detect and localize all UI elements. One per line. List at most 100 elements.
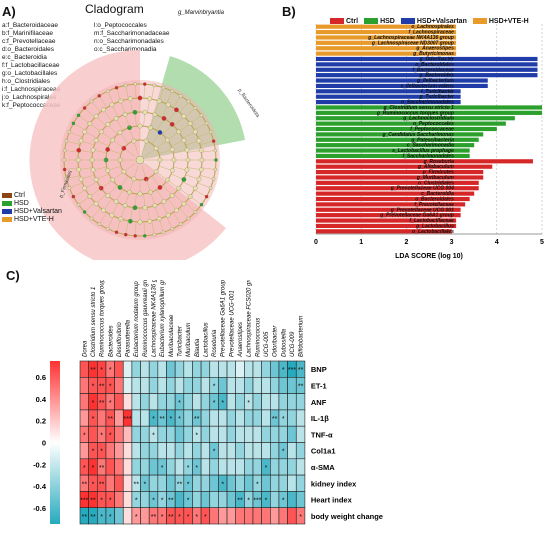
heatmap-significance: ** [159, 416, 165, 423]
cladogram-legend-item: h:o_Clostridiales [2, 78, 51, 85]
heatmap-cell [244, 409, 254, 427]
lda-legend-item: HSD [364, 18, 395, 25]
heatmap-cell [209, 360, 219, 378]
cladogram-node [161, 230, 166, 235]
cladogram-branch [158, 87, 164, 102]
heatmap-cell [157, 393, 167, 411]
heatmap-cell [166, 458, 176, 476]
heatmap-cell [295, 393, 306, 411]
cladogram-node [137, 123, 143, 129]
cladogram-title: Cladogram [85, 2, 144, 16]
lda-bar [316, 116, 515, 121]
heatmap-significance: * [187, 498, 190, 505]
cladogram-node [82, 129, 88, 135]
cladogram-node [192, 185, 198, 191]
heatmap-cell [269, 507, 280, 525]
heatmap-cell [114, 442, 124, 460]
cladogram-node [78, 138, 84, 144]
lda-bar-label: f_Turicibacter [421, 89, 455, 95]
heatmap-significance: * [109, 432, 112, 439]
cladogram-node [118, 216, 124, 222]
cladogram-node [184, 167, 190, 173]
cladogram-node [161, 85, 166, 90]
cladogram-branch [66, 175, 81, 180]
cladogram-node [64, 139, 69, 143]
heatmap-cell [244, 360, 254, 378]
heatmap-significance: ** [298, 383, 304, 390]
cladogram-branch [151, 85, 155, 100]
heatmap-row-label: ANF [311, 398, 327, 407]
heatmap-significance: * [213, 449, 216, 456]
cladogram-branch [78, 196, 90, 205]
heatmap-cell [148, 474, 159, 492]
cladogram-node [82, 106, 87, 110]
heatmap-cell [122, 360, 133, 378]
heatmap-cell [174, 425, 185, 443]
cladogram-group-legend-item: HSD [2, 200, 62, 208]
cladogram-node [118, 98, 124, 104]
lda-bar-label: g_Muribaculum [416, 175, 455, 181]
heatmap-significance: ** [194, 416, 200, 423]
cladogram-node [165, 102, 171, 108]
heatmap-cell [218, 409, 228, 427]
heatmap-cell [105, 474, 115, 492]
heatmap-significance: *** [123, 416, 131, 423]
cladogram-node [93, 177, 99, 182]
cladogram-branch [91, 101, 101, 113]
heatmap-cell [287, 442, 297, 460]
heatmap-cell [183, 425, 193, 443]
heatmap-cell [192, 393, 202, 411]
lda-bar-label: g_Anaerostipes [415, 46, 454, 52]
heatmap-cell [114, 507, 124, 525]
cladogram-node [157, 185, 163, 190]
heatmap-significance: * [282, 449, 285, 456]
cladogram-node [101, 107, 106, 113]
legend-label: HSD [380, 18, 395, 25]
heatmap-colorbar [50, 361, 60, 524]
heatmap-cell [287, 491, 297, 508]
lda-bar [316, 126, 497, 132]
cladogram-branch [173, 212, 181, 225]
cladogram-node [62, 158, 66, 162]
heatmap-cell [295, 474, 306, 492]
lda-bar-label: g_Allobaculum [417, 164, 454, 170]
lda-bar-label: g_Odoribacter [419, 56, 455, 62]
cladogram-node [198, 167, 204, 173]
heatmap-significance: ** [151, 514, 157, 521]
heatmap-cell [122, 377, 133, 394]
cladogram-node [93, 201, 99, 207]
cladogram-branch [99, 212, 107, 225]
heatmap-significance: ** [272, 416, 278, 423]
cladogram-branch [66, 140, 81, 145]
lda-bar [316, 94, 461, 99]
lda-bar [316, 196, 470, 202]
heatmap-cell [295, 409, 306, 427]
lda-bar [316, 207, 461, 212]
heatmap-cell [235, 458, 245, 476]
heatmap-significance: * [100, 432, 103, 439]
cladogram-branch [179, 101, 189, 113]
legend-label: HSD+Valsartan [416, 18, 467, 25]
cladogram-left-legend: a:f_Bacteroidaceae b:f_Marinifilaceae c:f_… [2, 22, 61, 110]
heatmap-significance: * [187, 514, 190, 521]
heatmap-cell [278, 507, 288, 525]
heatmap-significance: * [100, 449, 103, 456]
heatmap-significance: ** [99, 465, 105, 472]
cladogram-node [117, 185, 123, 190]
heatmap-cell [278, 377, 288, 394]
lda-bar-label: g_Roseburia [423, 159, 455, 165]
cladogram-legend-item: e:c_Bacteroidia [2, 54, 47, 61]
cladogram-node [178, 94, 183, 98]
heatmap-cell [157, 377, 167, 394]
heatmap-cell [226, 474, 237, 492]
heatmap-significance: ** [177, 481, 183, 488]
heatmap-cell [122, 491, 133, 508]
heatmap-significance: * [135, 514, 138, 521]
heatmap-cell [235, 377, 245, 394]
lda-bar [316, 89, 461, 94]
heatmap-cell [114, 425, 124, 443]
heatmap-significance: * [135, 498, 138, 505]
cladogram-node [169, 168, 175, 173]
heatmap-cell [226, 409, 237, 427]
lda-xtick: 5 [540, 239, 544, 246]
